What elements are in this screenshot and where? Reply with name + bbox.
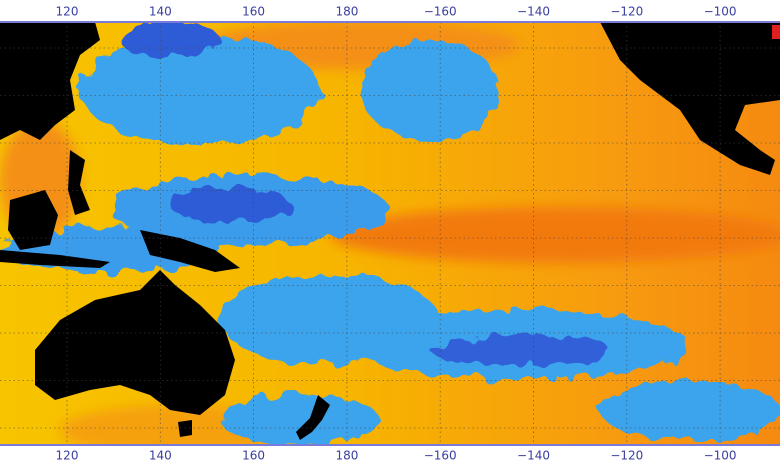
- bottom-longitude-label: 160: [242, 449, 265, 463]
- top-longitude-label: 180: [335, 5, 358, 19]
- top-longitude-label: 140: [149, 5, 172, 19]
- bottom-longitude-label: 120: [56, 449, 79, 463]
- bottom-longitude-label: −120: [610, 449, 643, 463]
- borneo: [8, 190, 58, 250]
- new-guinea: [140, 230, 240, 272]
- top-longitude-label: −100: [704, 5, 737, 19]
- new-zealand: [296, 395, 330, 440]
- philippines: [68, 150, 90, 215]
- top-longitude-label: −140: [517, 5, 550, 19]
- top-longitude-label: −120: [610, 5, 643, 19]
- bottom-longitude-label: 180: [335, 449, 358, 463]
- top-longitude-label: −160: [424, 5, 457, 19]
- top-longitude-label: 160: [242, 5, 265, 19]
- north-america: [600, 22, 780, 175]
- bottom-longitude-label: −140: [517, 449, 550, 463]
- graticule: [0, 22, 780, 445]
- top-longitude-label: 120: [56, 5, 79, 19]
- map-area: [0, 22, 780, 445]
- land: [0, 22, 780, 440]
- bottom-longitude-label: 140: [149, 449, 172, 463]
- bottom-longitude-label: −100: [704, 449, 737, 463]
- asia: [0, 22, 100, 140]
- australia: [35, 270, 235, 415]
- indonesia: [0, 250, 110, 268]
- corner-marker: [772, 25, 780, 39]
- tasmania: [178, 420, 192, 437]
- bottom-longitude-label: −160: [424, 449, 457, 463]
